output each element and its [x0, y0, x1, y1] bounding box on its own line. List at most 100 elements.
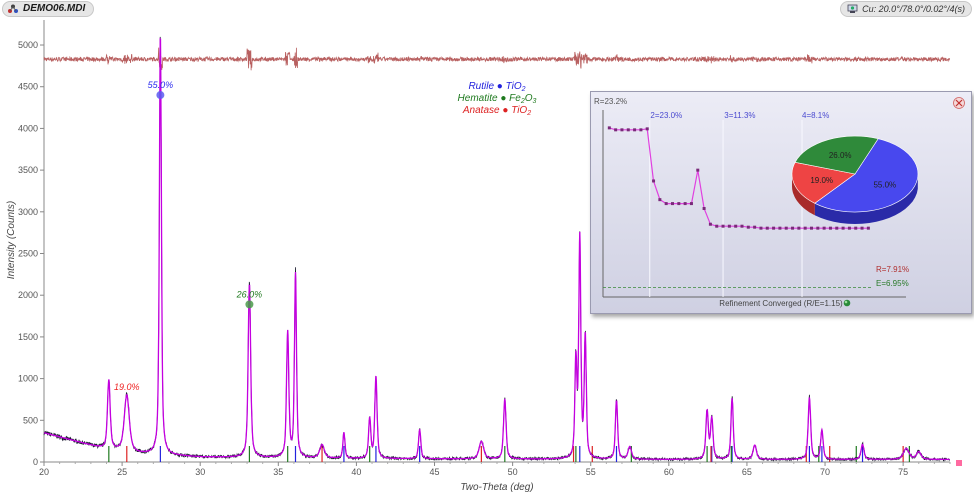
inset-r-point: [620, 128, 624, 132]
inset-r-point: [708, 222, 712, 226]
inset-r-point: [607, 126, 611, 130]
inset-r-point: [765, 226, 769, 230]
inset-r-point: [740, 224, 744, 228]
inset-r-point: [860, 226, 864, 230]
inset-r-point: [633, 128, 637, 132]
pie-slice: [814, 138, 919, 213]
refinement-inset[interactable]: 2=23.0% 3=11.3% 4=8.1% 55.0% 19.0% 26.0% R=2…: [590, 91, 972, 314]
inset-r-point: [841, 226, 845, 230]
inset-r-point: [645, 127, 649, 131]
inset-r-point: [664, 202, 668, 206]
inset-r-point: [828, 226, 832, 230]
file-name: DEMO06.MDI: [23, 3, 86, 14]
inset-e-final: E=6.95%: [876, 279, 909, 288]
y-tick-label: 4000: [18, 123, 38, 133]
pie-slice-label: 19.0%: [810, 176, 833, 185]
inset-status: Refinement Converged (R/E=1.15): [719, 299, 843, 308]
inset-r-point: [835, 226, 839, 230]
y-tick-label: 1000: [18, 374, 38, 384]
x-tick-label: 40: [351, 467, 361, 477]
inset-r-point: [683, 202, 687, 206]
x-tick-label: 45: [430, 467, 440, 477]
x-tick-label: 35: [273, 467, 283, 477]
inset-r-point: [721, 224, 725, 228]
file-tab[interactable]: DEMO06.MDI: [2, 1, 95, 17]
inset-r-point: [614, 128, 618, 132]
close-icon[interactable]: [953, 97, 965, 109]
x-tick-label: 50: [508, 467, 518, 477]
calculated-curve: [43, 38, 950, 461]
inset-r-point: [626, 128, 630, 132]
y-tick-label: 3500: [18, 165, 38, 175]
inset-r-point: [866, 226, 870, 230]
instrument-icon: [847, 4, 858, 13]
y-tick-label: 2000: [18, 290, 38, 300]
document-tab-bar: DEMO06.MDI Cu: 20.0°/78.0°/0.02°/4(s): [0, 0, 974, 17]
inset-r-point: [854, 226, 858, 230]
phase-legend: Rutile ● TiO2 Hematite ● Fe2O3 Anatase ●…: [458, 81, 537, 117]
inset-r-point: [759, 226, 763, 230]
corner-marker[interactable]: [956, 460, 962, 466]
scan-info-tab[interactable]: Cu: 20.0°/78.0°/0.02°/4(s): [840, 1, 972, 17]
difference-curve: [43, 47, 951, 71]
inset-stage-label: 4=8.1%: [802, 111, 829, 120]
inset-start-label: R=23.2%: [594, 97, 627, 106]
phase-percent-label: 55.0%: [148, 80, 174, 90]
inset-r-point: [791, 226, 795, 230]
inset-r-point: [715, 224, 719, 228]
inset-r-point: [753, 225, 757, 229]
inset-r-final: R=7.91%: [876, 265, 909, 274]
x-tick-label: 70: [820, 467, 830, 477]
y-tick-label: 500: [23, 415, 38, 425]
inset-r-point: [727, 224, 731, 228]
inset-r-point: [746, 225, 750, 229]
y-tick-label: 3000: [18, 207, 38, 217]
y-tick-label: 1500: [18, 332, 38, 342]
legend-rutile: Rutile ● TiO2: [468, 81, 525, 93]
legend-hematite: Hematite ● Fe2O3: [458, 93, 537, 105]
phase-percent-label: 19.0%: [114, 382, 140, 392]
pie-slice: [791, 161, 856, 204]
inset-r-point: [658, 198, 662, 202]
inset-r-point: [652, 179, 656, 183]
pie-slice-side: [814, 176, 918, 224]
pie-slice-label: 55.0%: [873, 181, 896, 190]
phase-marker: [245, 300, 254, 309]
inset-r-point: [822, 226, 826, 230]
inset-r-point: [803, 226, 807, 230]
y-tick-label: 5000: [18, 40, 38, 50]
inset-r-point: [671, 202, 674, 206]
inset-r-point: [639, 128, 643, 132]
x-tick-label: 25: [117, 467, 127, 477]
inset-r-point: [847, 226, 851, 230]
inset-r-point: [810, 226, 813, 230]
y-tick-label: 4500: [18, 82, 38, 92]
inset-r-point: [677, 202, 681, 206]
inset-stage-label: 3=11.3%: [724, 111, 755, 120]
x-tick-label: 65: [742, 467, 752, 477]
phase-marker: [156, 91, 165, 100]
inset-r-point: [784, 226, 788, 230]
inset-r-point: [797, 226, 801, 230]
inset-r-point: [778, 226, 782, 230]
pie-slice-side: [792, 174, 815, 216]
x-axis-label: Two-Theta (deg): [460, 482, 533, 493]
scan-info: Cu: 20.0°/78.0°/0.02°/4(s): [862, 4, 965, 14]
inset-r-point: [816, 226, 820, 230]
x-tick-label: 55: [586, 467, 596, 477]
y-tick-label: 2500: [18, 249, 38, 259]
inset-r-point: [696, 168, 700, 172]
inset-r-point: [734, 224, 738, 228]
inset-r-point: [689, 202, 693, 206]
phase-percent-label: 26.0%: [236, 289, 263, 299]
refinement-inset-chart: 2=23.0% 3=11.3% 4=8.1% 55.0% 19.0% 26.0% R=2…: [594, 97, 965, 308]
molecule-icon: [8, 4, 18, 13]
inset-r-point: [702, 207, 706, 210]
converged-indicator-icon: [843, 299, 851, 307]
y-axis-label: Intensity (Counts): [6, 201, 17, 279]
inset-r-point: [772, 226, 776, 230]
x-tick-label: 30: [195, 467, 205, 477]
x-tick-label: 20: [39, 467, 49, 477]
x-tick-label: 75: [898, 467, 908, 477]
